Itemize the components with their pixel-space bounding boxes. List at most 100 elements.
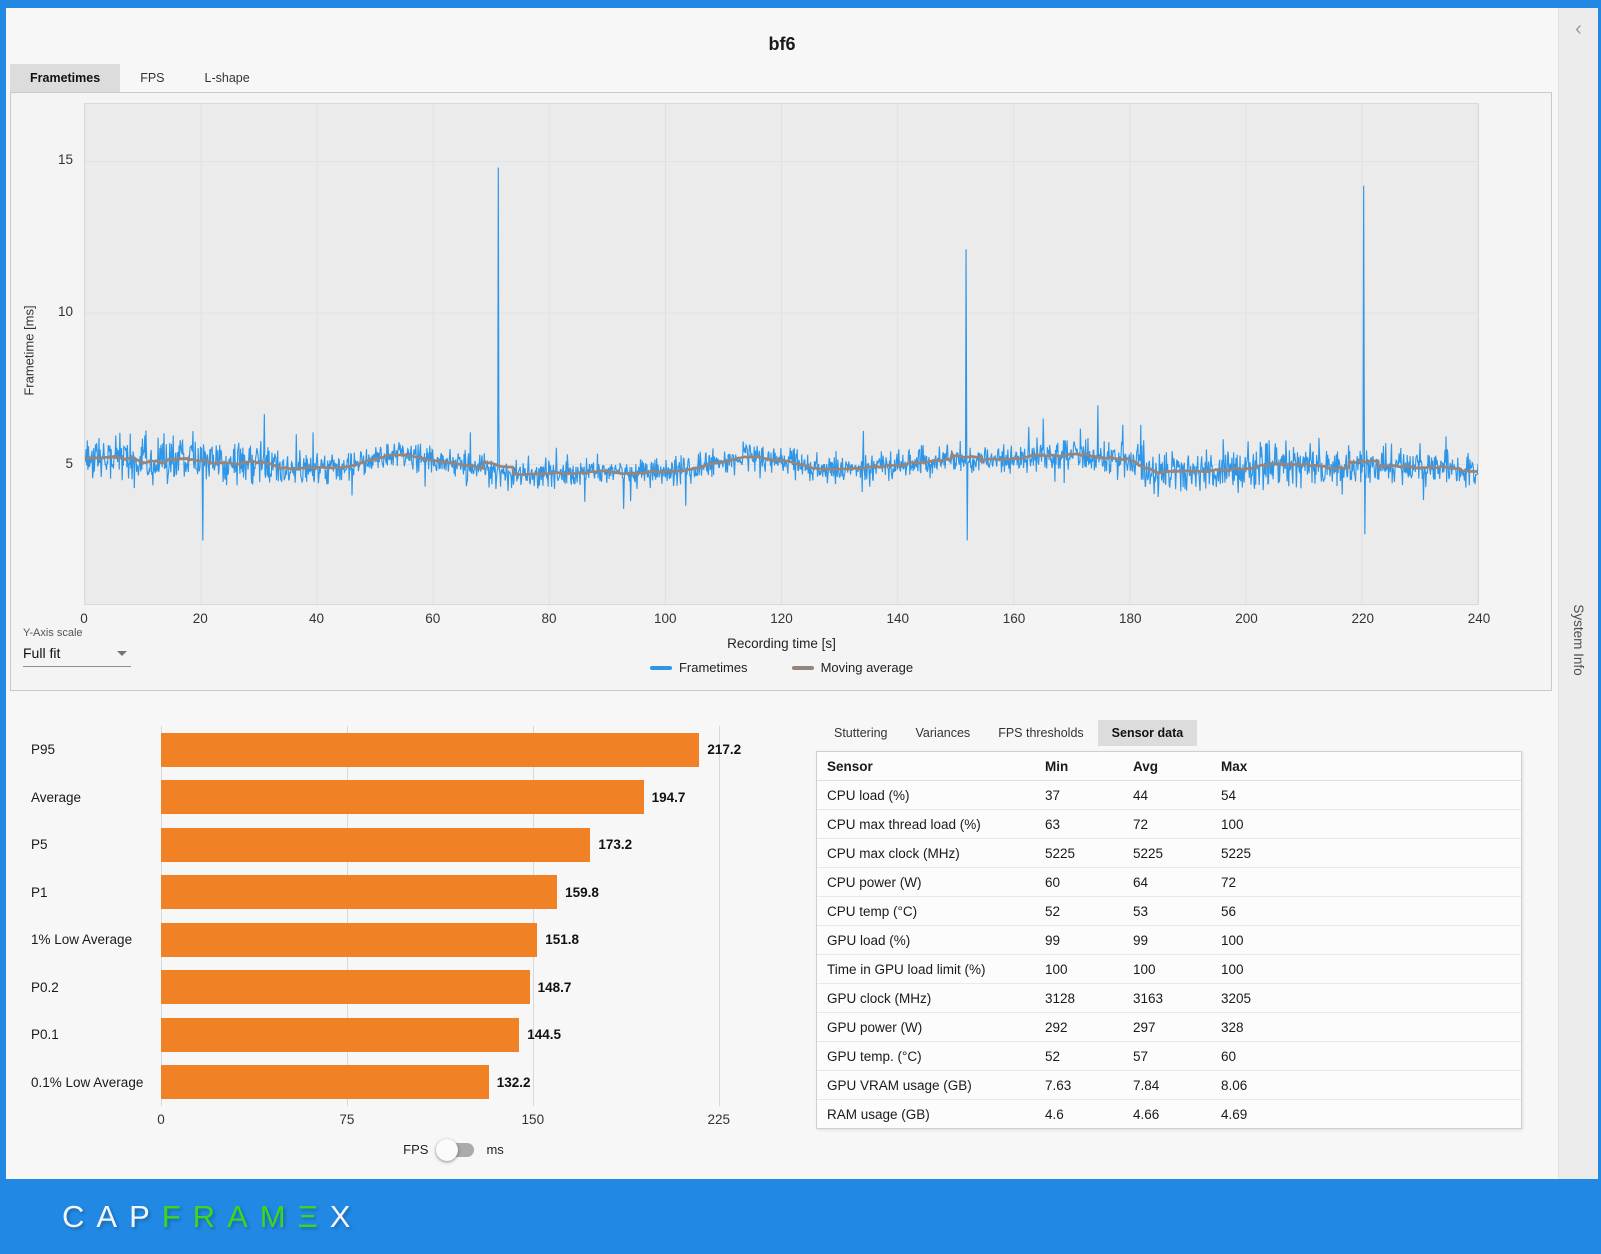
bar-row: 144.5 [161,1018,746,1052]
tab-stuttering[interactable]: Stuttering [820,720,902,746]
bar[interactable] [161,923,537,957]
x-tick: 220 [1351,611,1374,626]
bar[interactable] [161,1018,519,1052]
x-tick: 140 [886,611,909,626]
bar[interactable] [161,733,699,767]
table-row[interactable]: GPU VRAM usage (GB)7.637.848.06 [817,1071,1521,1100]
frametime-plot-area[interactable] [84,103,1479,605]
capframex-logo: CAPFRAMΞX [62,1199,362,1235]
bar-row: 217.2 [161,733,746,767]
x-tick: 200 [1235,611,1258,626]
tab-variances[interactable]: Variances [902,720,985,746]
logo-segment: Ξ [298,1199,330,1234]
bar-value: 194.7 [652,790,686,805]
x-tick: 40 [309,611,324,626]
x-axis-title: Recording time [s] [84,636,1479,651]
legend-item[interactable]: Moving average [792,660,914,675]
table-row[interactable]: CPU power (W)606472 [817,868,1521,897]
bar-row: 159.8 [161,875,746,909]
system-info-label[interactable]: System Info [1571,605,1586,676]
bar-x-tick: 150 [522,1112,545,1127]
bar-row: 194.7 [161,780,746,814]
unit-toggle-fps-label[interactable]: FPS [403,1142,428,1157]
tab-fps[interactable]: FPS [120,64,184,92]
bar-label: P1 [31,885,161,900]
bar-x-tick: 225 [707,1112,730,1127]
bar-label: Average [31,790,161,805]
sensor-data-table: SensorMinAvgMaxCPU load (%)374454CPU max… [816,751,1522,1129]
bar-x-tick: 75 [339,1112,354,1127]
legend-swatch-icon [792,666,814,670]
x-tick: 60 [425,611,440,626]
page-title: bf6 [6,34,1558,55]
y-tick: 15 [33,152,73,167]
bar-label: 0.1% Low Average [31,1075,161,1090]
legend-item[interactable]: Frametimes [650,660,748,675]
bar-row: 151.8 [161,923,746,957]
fps-ms-toggle[interactable] [440,1143,474,1157]
table-row[interactable]: GPU power (W)292297328 [817,1013,1521,1042]
bar-value: 144.5 [527,1027,561,1042]
bar-x-axis-ticks: 075150225 [161,1112,746,1130]
chevron-down-icon [117,651,127,656]
bar-row: 148.7 [161,970,746,1004]
toggle-knob-icon [436,1139,458,1161]
x-tick: 20 [193,611,208,626]
x-tick: 240 [1468,611,1491,626]
table-row[interactable]: Time in GPU load limit (%)100100100 [817,955,1521,984]
tab-fps-thresholds[interactable]: FPS thresholds [984,720,1097,746]
bar-label: P0.1 [31,1027,161,1042]
unit-toggle-ms-label[interactable]: ms [486,1142,503,1157]
logo-segment: X [330,1199,363,1234]
bar[interactable] [161,875,557,909]
analysis-panel: StutteringVariancesFPS thresholdsSensor … [816,720,1522,1168]
table-row[interactable]: CPU max thread load (%)6372100 [817,810,1521,839]
table-row[interactable]: GPU temp. (°C)525760 [817,1042,1521,1071]
bar-plot-area: 217.2 194.7 173.2 159.8 151.8 148.7 144.5 132.2 [161,726,746,1106]
table-row[interactable]: RAM usage (GB)4.64.664.69 [817,1100,1521,1128]
app-window: bf6 FrametimesFPSL-shape Frametime [ms] … [0,0,1601,1254]
tab-frametimes[interactable]: Frametimes [10,64,120,92]
bar-label: P0.2 [31,980,161,995]
table-row[interactable]: CPU max clock (MHz)522552255225 [817,839,1521,868]
x-tick: 100 [654,611,677,626]
bar-label: 1% Low Average [31,932,161,947]
bar-label: P95 [31,742,161,757]
y-axis-scale-value: Full fit [23,645,60,661]
table-row[interactable]: CPU temp (°C)525356 [817,897,1521,926]
tab-l-shape[interactable]: L-shape [185,64,270,92]
frametime-line-chart [85,104,1478,604]
logo-segment: FRAM [162,1199,298,1234]
y-axis-scale-dropdown[interactable]: Y-Axis scale Full fit [23,627,131,667]
bar-value: 132.2 [497,1075,531,1090]
bar[interactable] [161,970,530,1004]
bar-value: 159.8 [565,885,599,900]
bar[interactable] [161,1065,489,1099]
y-tick: 5 [33,456,73,471]
x-tick: 80 [541,611,556,626]
table-row[interactable]: GPU load (%)9999100 [817,926,1521,955]
x-tick: 180 [1119,611,1142,626]
view-tabs: FrametimesFPSL-shape [10,64,270,92]
table-row[interactable]: GPU clock (MHz)312831633205 [817,984,1521,1013]
bar[interactable] [161,828,590,862]
bar-category-labels: P95AverageP5P11% Low AverageP0.2P0.10.1%… [31,726,161,1106]
bar-row: 173.2 [161,828,746,862]
legend-swatch-icon [650,666,672,670]
bar-value: 173.2 [598,837,632,852]
x-tick: 160 [1003,611,1026,626]
unit-toggle: FPS ms [161,1142,746,1157]
table-row[interactable]: CPU load (%)374454 [817,781,1521,810]
tab-sensor-data[interactable]: Sensor data [1098,720,1198,746]
chart-legend: Frametimes Moving average [84,660,1479,675]
bar-value: 217.2 [707,742,741,757]
system-info-rail[interactable]: ‹ System Info [1558,8,1598,1179]
bar-row: 132.2 [161,1065,746,1099]
sensor-table-header: SensorMinAvgMax [817,752,1521,781]
main-content: bf6 FrametimesFPSL-shape Frametime [ms] … [6,8,1598,1179]
y-axis-scale-label: Y-Axis scale [23,627,131,639]
bar[interactable] [161,780,644,814]
collapse-chevron-icon[interactable]: ‹ [1559,18,1598,41]
fps-percentile-chart: P95AverageP5P11% Low AverageP0.2P0.10.1%… [16,718,801,1173]
y-tick: 10 [33,304,73,319]
